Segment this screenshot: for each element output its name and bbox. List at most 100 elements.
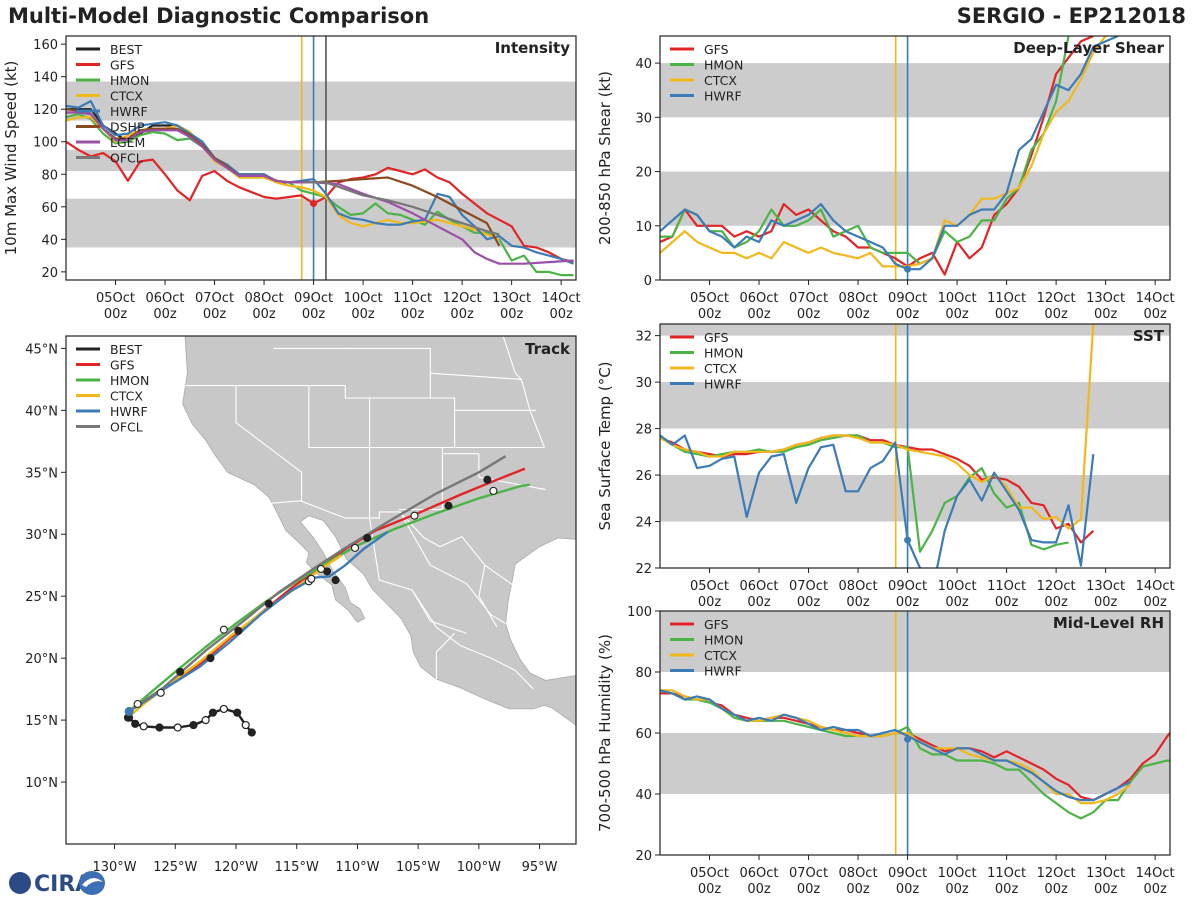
track-line-ofcl (128, 455, 507, 713)
x-tick-label-date: 09Oct (294, 291, 333, 306)
legend-label-ctcx: CTCX (704, 361, 737, 376)
x-tick-label-hour: 00z (846, 595, 870, 610)
political-border (430, 372, 522, 380)
current-point-marker (904, 735, 912, 743)
series-line-ctcx (660, 324, 1095, 530)
political-border (411, 589, 467, 634)
x-tick-label-date: 08Oct (839, 579, 878, 594)
x-tick-label-date: 05Oct (690, 579, 729, 594)
track-point-best (219, 704, 228, 714)
lon-tick-label: 125°W (153, 860, 197, 875)
x-tick-label-date: 12Oct (1037, 291, 1076, 306)
x-tick-label-date: 10Oct (938, 866, 977, 881)
x-tick-label-hour: 00z (1143, 595, 1167, 610)
y-tick-label: 140 (33, 71, 58, 86)
shaded-band (660, 171, 1170, 226)
chart-title: Track (525, 340, 571, 358)
series-line-hwrf (660, 36, 1119, 271)
political-border (345, 347, 431, 398)
lat-tick-label: 45°N (25, 342, 58, 357)
track-point-hmon (264, 599, 273, 608)
x-tick-label-date: 05Oct (690, 866, 729, 881)
current-point-marker (904, 536, 912, 544)
x-tick-label-hour: 00z (1044, 882, 1068, 897)
chart-title: Intensity (495, 39, 571, 57)
shaded-band (660, 611, 1170, 672)
plot-frame (659, 35, 1171, 281)
lon-tick-label: 100°W (457, 860, 501, 875)
x-tick-label-date: 06Oct (146, 291, 185, 306)
legend-label-dshp: DSHP (110, 120, 145, 135)
series-line-lgem (66, 111, 574, 265)
y-tick-label: 20 (635, 849, 652, 864)
y-tick-label: 100 (33, 136, 58, 151)
track-line-hmon (128, 483, 531, 713)
x-tick-label-hour: 00z (500, 307, 524, 322)
political-border (369, 518, 534, 690)
series-line-hmon (660, 434, 1069, 553)
legend-label-gfs: GFS (110, 58, 135, 73)
plot-frame (65, 35, 577, 281)
x-tick-label-hour: 00z (797, 307, 821, 322)
track-point-hmon (363, 533, 372, 543)
x-tick-label-date: 06Oct (740, 579, 779, 594)
legend-label-hwrf: HWRF (704, 664, 742, 679)
x-tick-label-hour: 00z (747, 882, 771, 897)
y-tick-label: 28 (635, 423, 652, 438)
political-border (235, 385, 303, 501)
lat-tick-label: 20°N (25, 652, 58, 667)
x-tick-label-date: 12Oct (1037, 579, 1076, 594)
track-point-hmon (219, 625, 228, 634)
y-axis-label: 200-850 hPa Shear (kt) (596, 71, 614, 245)
y-axis-label: 10m Max Wind Speed (kt) (2, 61, 20, 256)
x-tick-label-date: 10Oct (344, 291, 383, 306)
x-tick-label-hour: 00z (104, 307, 128, 322)
lat-tick-label: 15°N (25, 714, 58, 729)
x-tick-label-hour: 00z (945, 882, 969, 897)
track-point-hmon (176, 667, 185, 676)
series-group (660, 36, 1119, 276)
x-tick-label-hour: 00z (846, 882, 870, 897)
political-border (502, 336, 545, 448)
x-tick-label-date: 09Oct (888, 866, 927, 881)
series-line-hwrf (660, 434, 1095, 568)
x-tick-label-hour: 00z (995, 595, 1019, 610)
current-point-marker (904, 265, 912, 273)
lat-tick-label: 30°N (25, 528, 58, 543)
x-tick-label-hour: 00z (896, 882, 920, 897)
legend-label-gfs: GFS (110, 358, 135, 373)
lat-tick-label: 40°N (25, 404, 58, 419)
legend-label-gfs: GFS (704, 42, 729, 57)
x-tick-label-date: 12Oct (443, 291, 482, 306)
sst-chart: 22242628303205Oct00z06Oct00z07Oct00z08Oc… (596, 323, 1175, 610)
x-tick-label-hour: 00z (1094, 595, 1118, 610)
track-point-gfs (206, 654, 215, 663)
x-tick-label-hour: 00z (797, 595, 821, 610)
y-tick-label: 120 (33, 103, 58, 118)
current-point-marker (310, 200, 318, 208)
series-group (660, 689, 1170, 820)
y-tick-label: 160 (33, 38, 58, 53)
y-tick-label: 100 (627, 605, 652, 620)
legend-label-hmon: HMON (704, 58, 743, 73)
legend-label-lgem: LGEM (110, 135, 145, 150)
rh-chart: 2040608010005Oct00z06Oct00z07Oct00z08Oct… (596, 605, 1175, 897)
x-tick-label-date: 13Oct (1086, 866, 1125, 881)
y-axis-label: 700-500 hPa Humidity (%) (596, 634, 614, 832)
legend-label-ctcx: CTCX (110, 89, 143, 104)
legend-label-ofcl: OFCL (110, 151, 143, 166)
legend-label-best: BEST (110, 342, 142, 357)
series-line-hwrf (660, 689, 1131, 802)
track-map: 130°W 125°W 120°W 115°W 110°W 105°W 100°W 95°W 1… (25, 335, 577, 875)
x-tick-label-date: 09Oct (888, 579, 927, 594)
y-tick-label: 22 (635, 562, 652, 577)
x-tick-label-hour: 00z (549, 307, 573, 322)
legend-label-hwrf: HWRF (110, 104, 148, 119)
x-tick-label-hour: 00z (896, 307, 920, 322)
storm-title: SERGIO - EP212018 (956, 4, 1186, 28)
x-tick-label-hour: 00z (698, 595, 722, 610)
x-tick-label-date: 07Oct (789, 579, 828, 594)
legend-label-ctcx: CTCX (704, 648, 737, 663)
x-tick-label-date: 11Oct (987, 866, 1026, 881)
y-tick-label: 60 (635, 727, 652, 742)
